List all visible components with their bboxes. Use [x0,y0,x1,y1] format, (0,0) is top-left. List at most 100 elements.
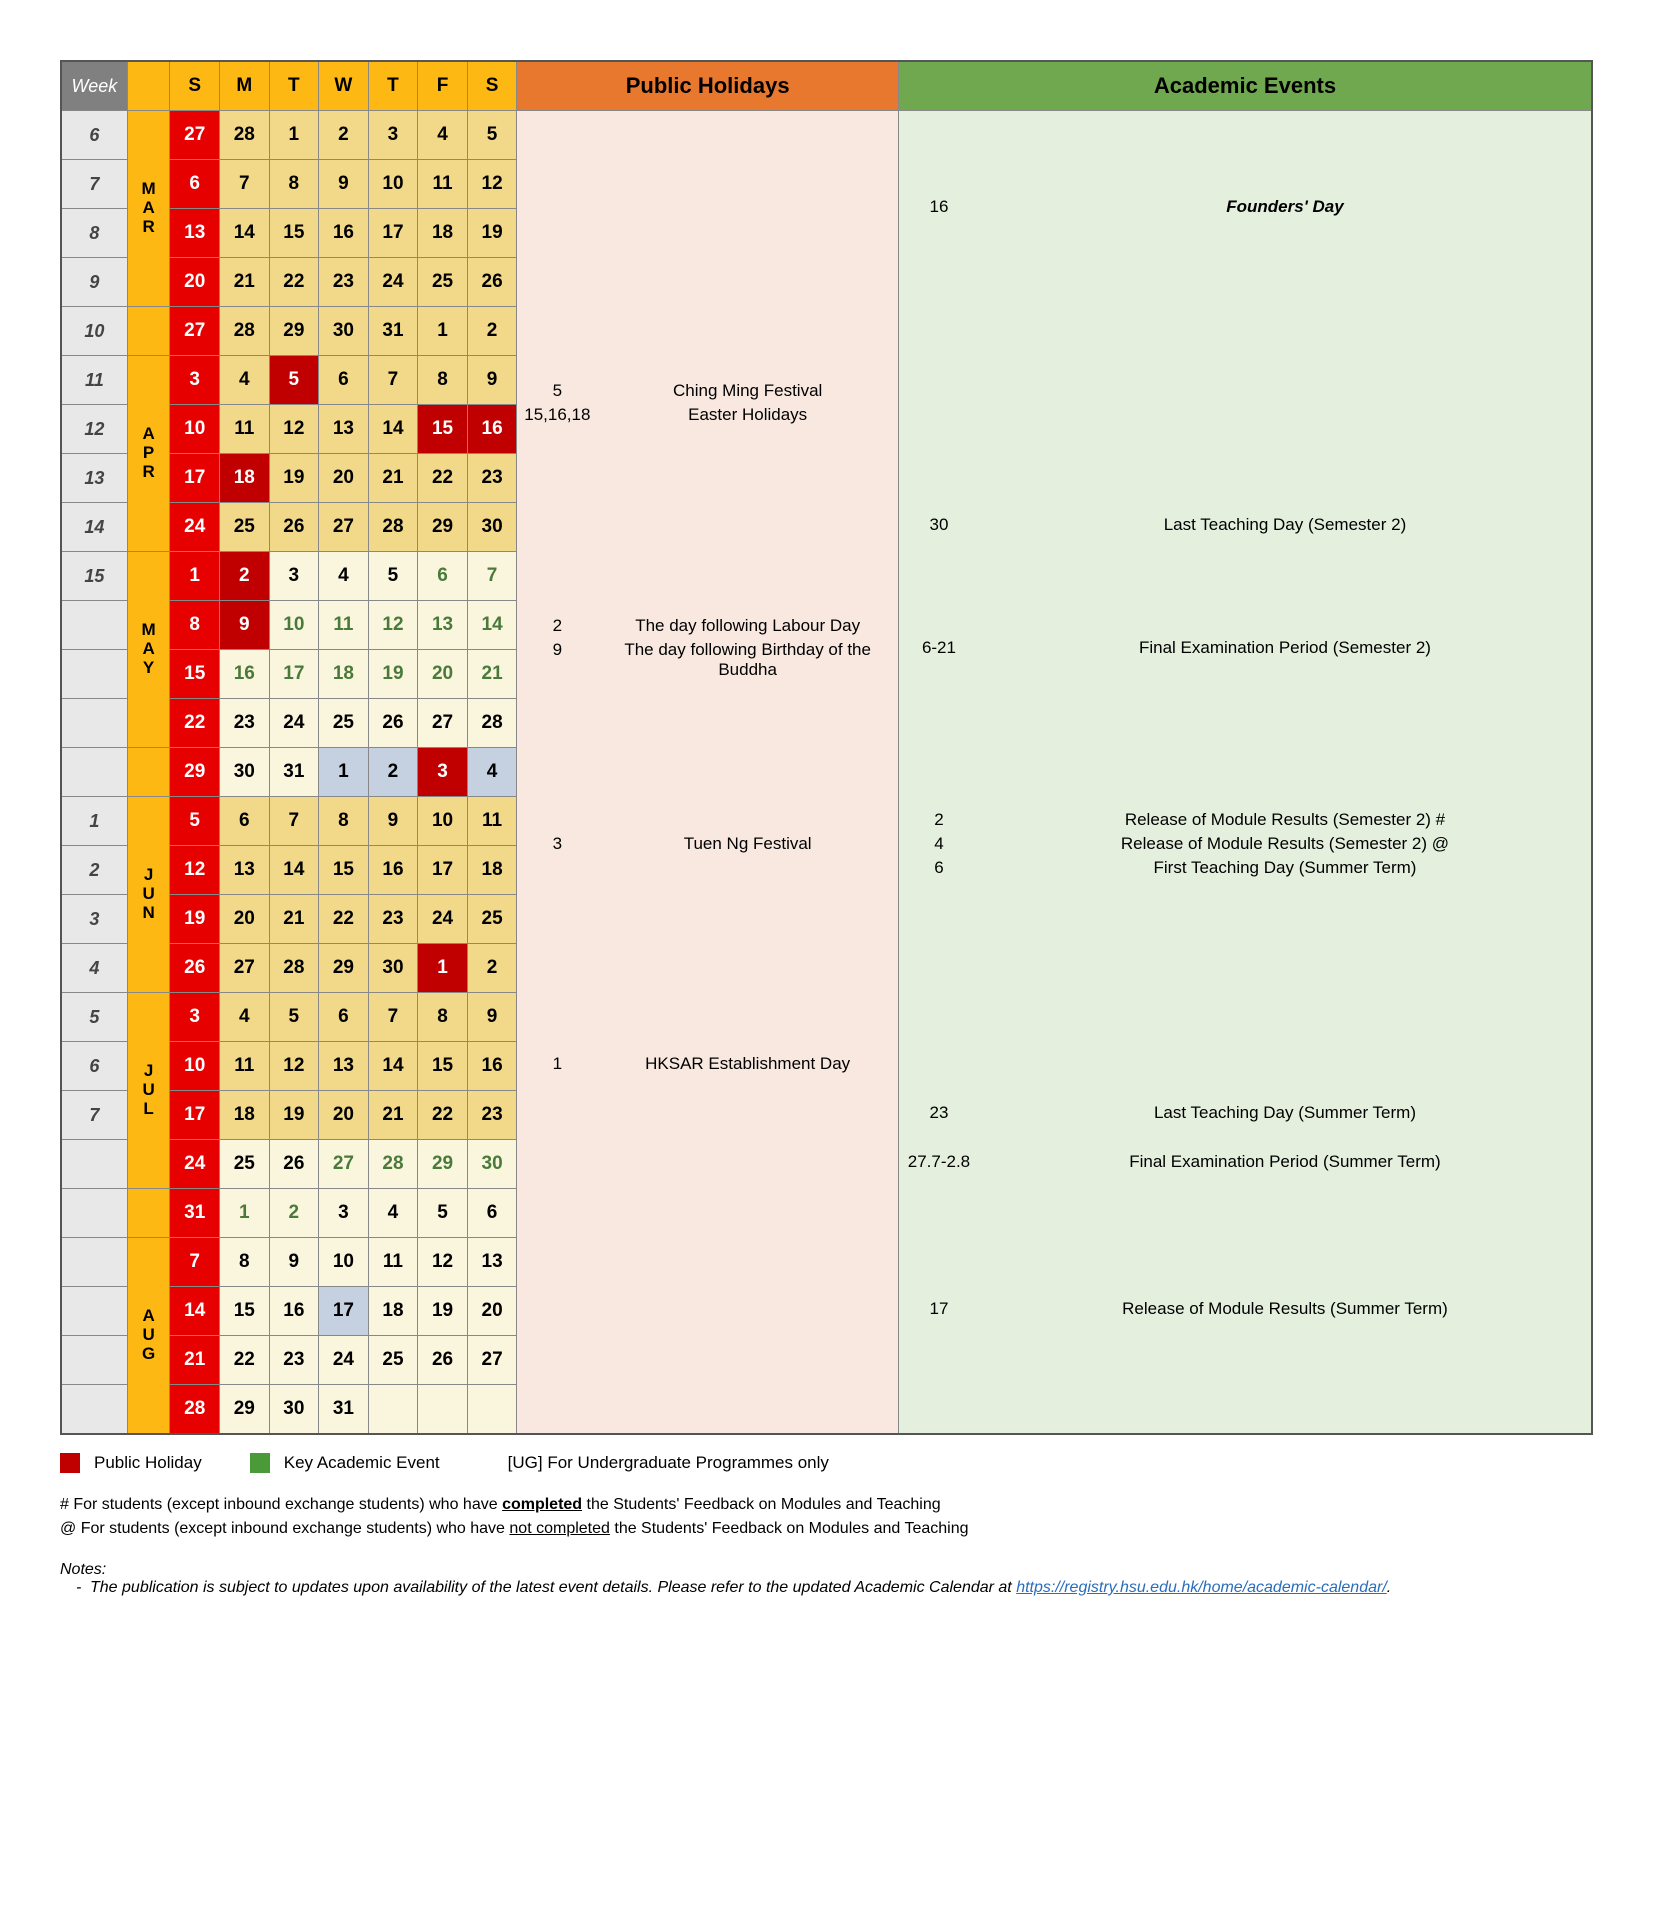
day-cell: 10 [368,160,418,209]
day-cell: 27 [219,944,269,993]
day-cell: 22 [418,1091,468,1140]
day-cell: 11 [219,405,269,454]
day-cell: 16 [467,1042,517,1091]
day-cell: 2 [467,944,517,993]
holiday-swatch [60,1453,80,1473]
month-label-blank [127,748,170,797]
day-cell: 25 [219,503,269,552]
day-cell: 17 [418,846,468,895]
day-cell: 27 [418,699,468,748]
week-number: 1 [61,797,127,846]
day-cell: 26 [170,944,220,993]
day-cell: 28 [368,503,418,552]
week-number [61,1287,127,1336]
day-cell: 30 [319,307,369,356]
day-cell: 1 [418,307,468,356]
day-cell: 6 [170,160,220,209]
day-cell: 21 [170,1336,220,1385]
day-cell: 13 [319,405,369,454]
day-cell: 1 [418,944,468,993]
day-cell: 11 [418,160,468,209]
day-cell: 8 [170,601,220,650]
day-cell: 3 [170,356,220,405]
day-cell: 12 [269,405,319,454]
day-cell: 19 [269,1091,319,1140]
footnotes: # For students (except inbound exchange … [60,1493,1593,1541]
day-cell: 28 [219,307,269,356]
day-cell: 16 [269,1287,319,1336]
day-cell: 13 [467,1238,517,1287]
day-cell: 8 [418,356,468,405]
day-cell: 31 [170,1189,220,1238]
day-cell: 15 [418,405,468,454]
week-header: Week [61,61,127,111]
week-number: 15 [61,552,127,601]
day-cell: 11 [219,1042,269,1091]
day-cell: 28 [269,944,319,993]
day-cell: 9 [269,1238,319,1287]
day-cell: 9 [219,601,269,650]
day-cell: 17 [170,1091,220,1140]
calendar-link[interactable]: https://registry.hsu.edu.hk/home/academi… [1016,1579,1387,1596]
day-cell: 4 [219,993,269,1042]
dow-sun: S [170,61,220,111]
day-cell: 28 [219,111,269,160]
day-cell: 25 [219,1140,269,1189]
day-cell: 12 [368,601,418,650]
day-cell: 17 [368,209,418,258]
week-number: 7 [61,1091,127,1140]
day-cell [467,1385,517,1435]
day-cell [418,1385,468,1435]
day-cell: 11 [467,797,517,846]
day-cell: 24 [368,258,418,307]
week-number [61,1238,127,1287]
month-label: JUN [127,797,170,993]
day-cell: 18 [319,650,369,699]
day-cell: 18 [219,1091,269,1140]
day-cell: 29 [170,748,220,797]
day-cell: 8 [418,993,468,1042]
week-number: 10 [61,307,127,356]
week-number: 9 [61,258,127,307]
day-cell: 7 [368,356,418,405]
day-cell: 20 [418,650,468,699]
week-number: 2 [61,846,127,895]
calendar-row: 29303112343Tuen Ng Festival2Release of M… [61,748,1592,797]
dow-wed: W [319,61,369,111]
day-cell: 25 [467,895,517,944]
day-cell: 16 [319,209,369,258]
day-cell: 27 [170,111,220,160]
day-cell: 14 [368,405,418,454]
day-cell: 3 [170,993,220,1042]
week-number: 14 [61,503,127,552]
day-cell: 14 [269,846,319,895]
day-cell: 23 [269,1336,319,1385]
day-cell: 22 [219,1336,269,1385]
academic-calendar-table: Week S M T W T F S Public Holidays Acade… [60,60,1593,1435]
day-cell: 4 [418,111,468,160]
calendar-row: 15MAY12345672The day following Labour Da… [61,552,1592,601]
day-cell: 19 [269,454,319,503]
day-cell: 14 [368,1042,418,1091]
day-cell: 9 [467,356,517,405]
event-block [898,307,1592,503]
day-cell: 24 [319,1336,369,1385]
day-cell: 6 [219,797,269,846]
header-row: Week S M T W T F S Public Holidays Acade… [61,61,1592,111]
day-cell: 3 [368,111,418,160]
week-number: 5 [61,993,127,1042]
dow-thu: T [368,61,418,111]
month-header-blank [127,61,170,111]
holidays-header: Public Holidays [517,61,899,111]
day-cell: 27 [170,307,220,356]
week-number [61,748,127,797]
week-number: 13 [61,454,127,503]
calendar-row: 102728293031125Ching Ming Festival15,16,… [61,307,1592,356]
month-label: MAY [127,552,170,748]
day-cell: 21 [269,895,319,944]
day-cell: 30 [467,1140,517,1189]
day-cell: 10 [418,797,468,846]
day-cell: 1 [170,552,220,601]
day-cell: 12 [467,160,517,209]
event-block: 30Last Teaching Day (Semester 2) [898,503,1592,552]
